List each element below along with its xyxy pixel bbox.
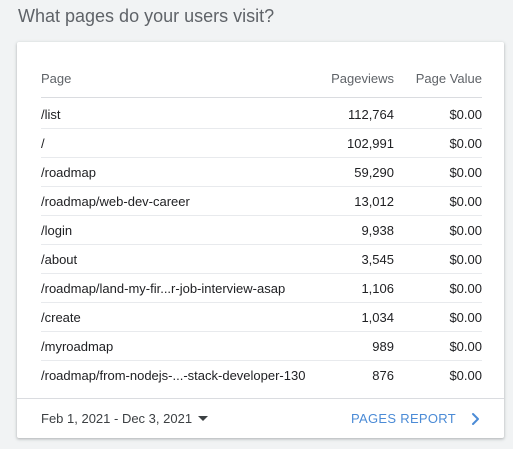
- card-footer: Feb 1, 2021 - Dec 3, 2021 PAGES REPORT: [17, 398, 504, 438]
- table-row: / 102,991 $0.00: [41, 129, 482, 158]
- page-value: $0.00: [449, 338, 482, 354]
- page-value: $0.00: [449, 368, 482, 383]
- page-value: $0.00: [449, 280, 482, 296]
- table-row: /roadmap/land-my-fir...r-job-interview-a…: [41, 274, 482, 303]
- pages-report-link[interactable]: PAGES REPORT: [351, 411, 482, 426]
- caret-down-icon: [198, 416, 209, 421]
- pageviews-value: 102,991: [347, 135, 394, 151]
- page-path: /roadmap/from-nodejs-...-stack-developer…: [41, 368, 306, 383]
- chevron-right-icon: [472, 412, 479, 425]
- column-header-page: Page: [41, 70, 72, 86]
- pageviews-value: 112,764: [347, 106, 394, 122]
- page-value: $0.00: [449, 106, 482, 122]
- page-path: /list: [41, 106, 61, 122]
- page-path: /about: [41, 251, 78, 267]
- table-row: /list 112,764 $0.00: [41, 100, 482, 129]
- pageviews-value: 9,938: [361, 222, 394, 238]
- section-heading: What pages do your users visit?: [18, 6, 275, 26]
- page-value: $0.00: [449, 135, 482, 151]
- page-path: /roadmap: [41, 164, 96, 180]
- pageviews-value: 876: [372, 368, 394, 383]
- table-header: Page Pageviews Page Value: [41, 59, 482, 98]
- pageviews-value: 59,290: [354, 164, 394, 180]
- page-value: $0.00: [449, 164, 482, 180]
- pageviews-value: 3,545: [361, 251, 394, 267]
- table-row: /roadmap/from-nodejs-...-stack-developer…: [41, 361, 482, 390]
- table-row: /roadmap/web-dev-career 13,012 $0.00: [41, 187, 482, 216]
- table-row: /create 1,034 $0.00: [41, 303, 482, 332]
- page-path: /myroadmap: [41, 338, 114, 354]
- page-path: /login: [41, 222, 73, 238]
- pageviews-value: 989: [372, 338, 394, 354]
- page-value: $0.00: [449, 309, 482, 325]
- table-row: /roadmap 59,290 $0.00: [41, 158, 482, 187]
- table-row: /myroadmap 989 $0.00: [41, 332, 482, 361]
- pages-table: Page Pageviews Page Value /list 112,764 …: [41, 59, 482, 390]
- pageviews-value: 13,012: [354, 193, 394, 209]
- pageviews-value: 1,106: [361, 280, 394, 296]
- pages-card: Page Pageviews Page Value /list 112,764 …: [17, 42, 504, 438]
- page-value: $0.00: [449, 251, 482, 267]
- table-row: /login 9,938 $0.00: [41, 216, 482, 245]
- page-value: $0.00: [449, 222, 482, 238]
- column-header-page-value: Page Value: [415, 70, 482, 86]
- page-path: /roadmap/land-my-fir...r-job-interview-a…: [41, 280, 286, 296]
- date-range-selector[interactable]: Feb 1, 2021 - Dec 3, 2021: [41, 411, 209, 426]
- page-path: /create: [41, 309, 81, 325]
- column-header-pageviews: Pageviews: [331, 70, 394, 86]
- pages-report-label: PAGES REPORT: [351, 411, 456, 426]
- table-body: /list 112,764 $0.00 / 102,991 $0.00 /roa…: [41, 100, 482, 390]
- page-value: $0.00: [449, 193, 482, 209]
- date-range-label: Feb 1, 2021 - Dec 3, 2021: [41, 411, 193, 426]
- page-path: /roadmap/web-dev-career: [41, 193, 190, 209]
- pageviews-value: 1,034: [361, 309, 394, 325]
- page-path: /: [41, 135, 45, 151]
- table-row: /about 3,545 $0.00: [41, 245, 482, 274]
